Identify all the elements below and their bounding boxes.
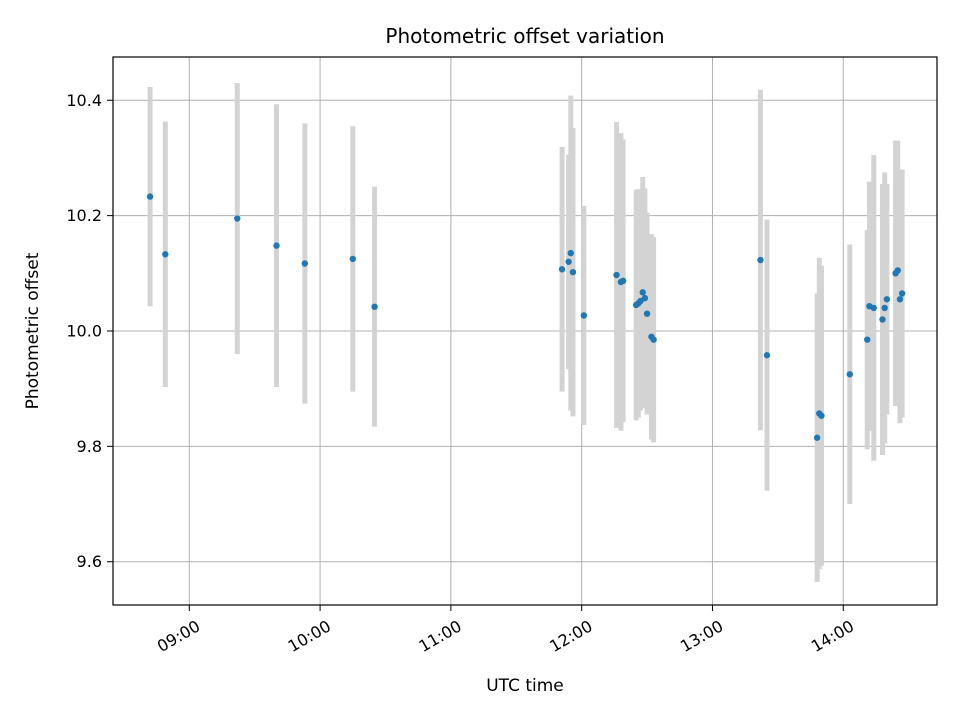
data-point: [813, 434, 821, 441]
y-tick-label: 10.4: [66, 91, 102, 110]
data-point: [273, 242, 280, 249]
data-point: [883, 296, 891, 303]
x-axis-label: UTC time: [486, 676, 564, 696]
data-point: [234, 215, 241, 222]
y-tick-label: 10.2: [66, 206, 102, 225]
data-point: [846, 371, 854, 378]
data-point: [580, 312, 588, 319]
data-point: [619, 277, 627, 285]
data-point: [301, 260, 309, 267]
data-point: [641, 294, 649, 302]
data-point: [870, 304, 877, 312]
data-point: [558, 266, 566, 273]
data-point: [639, 289, 646, 296]
data-point: [650, 336, 657, 343]
data-point: [349, 255, 356, 263]
y-axis-label: Photometric offset: [23, 252, 43, 409]
y-tick-label: 9.8: [77, 437, 102, 456]
data-points: [146, 193, 906, 441]
y-tick-label: 9.6: [77, 552, 102, 571]
data-point: [643, 310, 651, 317]
data-point: [569, 268, 577, 276]
data-point: [864, 336, 871, 343]
data-point: [763, 352, 771, 359]
data-point: [818, 412, 825, 419]
data-point: [894, 267, 901, 274]
data-point: [613, 271, 620, 279]
data-point: [898, 290, 906, 297]
grid: [113, 57, 937, 605]
data-point: [881, 304, 888, 312]
data-point: [567, 249, 574, 257]
data-point: [565, 258, 572, 265]
y-tick-label: 10.0: [66, 322, 102, 341]
chart-title: Photometric offset variation: [385, 24, 664, 48]
data-point: [896, 296, 904, 303]
data-point: [879, 316, 886, 323]
data-point: [146, 193, 154, 200]
data-point: [371, 303, 378, 310]
data-point: [757, 256, 764, 264]
data-point: [162, 251, 169, 258]
